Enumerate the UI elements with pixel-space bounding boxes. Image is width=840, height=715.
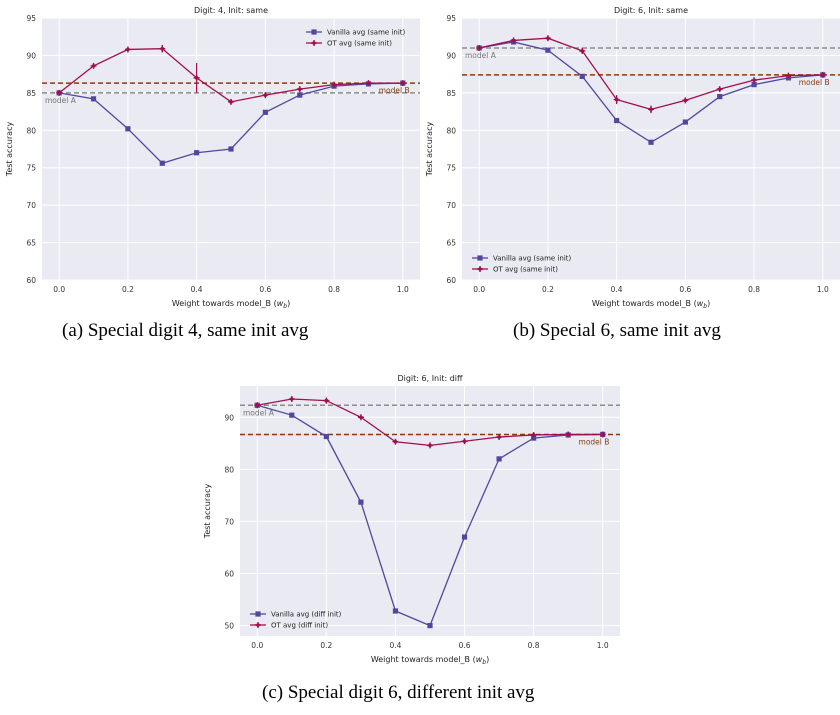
vanilla-data-point — [289, 413, 294, 418]
y-axis-label: Test accuracy — [5, 122, 14, 178]
x-tick-label: 0.4 — [611, 285, 623, 294]
y-tick-label: 50 — [224, 622, 234, 631]
x-axis-label: Weight towards model_B (wb) — [371, 655, 489, 666]
vanilla-data-point — [393, 608, 398, 613]
vanilla-data-point — [717, 94, 722, 99]
caption-a: (a) Special digit 4, same init avg — [62, 320, 308, 342]
vanilla-data-point — [648, 140, 653, 145]
vanilla-data-point — [614, 118, 619, 123]
plot-area — [462, 18, 840, 280]
x-tick-label: 0.4 — [389, 641, 401, 650]
x-tick-label: 0.6 — [259, 285, 271, 294]
vanilla-data-point — [580, 74, 585, 79]
y-tick-label: 65 — [446, 239, 456, 248]
legend-label: OT avg (same init) — [493, 266, 558, 274]
x-tick-label: 0.2 — [542, 285, 554, 294]
x-tick-label: 0.2 — [122, 285, 134, 294]
y-axis-label: Test accuracy — [203, 484, 212, 540]
y-tick-label: 80 — [446, 126, 456, 135]
x-axis-label: Weight towards model_B (wb) — [172, 299, 290, 310]
y-tick-label: 60 — [26, 276, 36, 285]
vanilla-data-point — [160, 161, 165, 166]
y-tick-label: 70 — [446, 201, 456, 210]
vanilla-data-point — [427, 623, 432, 628]
y-tick-label: 90 — [446, 51, 456, 60]
chart-title: Digit: 6, Init: diff — [397, 374, 463, 383]
x-tick-label: 0.2 — [320, 641, 332, 650]
legend-marker — [255, 611, 260, 616]
x-tick-label: 0.0 — [53, 285, 65, 294]
x-tick-label: 0.4 — [191, 285, 203, 294]
x-tick-label: 0.6 — [459, 641, 471, 650]
model-a-label: model A — [465, 51, 497, 60]
plot-area — [240, 386, 620, 636]
y-tick-label: 70 — [26, 201, 36, 210]
y-tick-label: 95 — [26, 14, 36, 23]
vanilla-data-point — [263, 110, 268, 115]
legend-label: Vanilla avg (same init) — [327, 29, 406, 37]
caption-b: (b) Special 6, same init avg — [513, 320, 721, 342]
vanilla-data-point — [462, 534, 467, 539]
y-tick-label: 75 — [26, 164, 36, 173]
model-b-label: model B — [379, 86, 410, 95]
vanilla-data-point — [228, 146, 233, 151]
x-tick-label: 1.0 — [817, 285, 829, 294]
legend-label: OT avg (diff init) — [271, 622, 328, 630]
x-tick-label: 0.8 — [328, 285, 340, 294]
legend-label: OT avg (same init) — [327, 40, 392, 48]
vanilla-data-point — [324, 434, 329, 439]
chart-digit6-diff-init: 0.0 0.2 0.4 0.6 0.8 1.0 50 60 70 80 90 Digit: 6, In… — [205, 370, 625, 680]
vanilla-data-point — [91, 96, 96, 101]
caption-c: (c) Special digit 6, different init avg — [262, 682, 534, 704]
y-tick-label: 85 — [26, 89, 36, 98]
vanilla-data-point — [125, 126, 130, 131]
y-tick-label: 80 — [26, 126, 36, 135]
model-b-label: model B — [579, 437, 610, 446]
legend-label: Vanilla avg (diff init) — [271, 611, 342, 619]
y-tick-label: 80 — [224, 465, 234, 474]
y-tick-label: 70 — [224, 517, 234, 526]
y-tick-label: 90 — [224, 413, 234, 422]
legend-marker — [477, 255, 482, 260]
model-a-label: model A — [243, 408, 275, 417]
y-tick-label: 85 — [446, 89, 456, 98]
x-tick-label: 0.8 — [528, 641, 540, 650]
vanilla-data-point — [297, 93, 302, 98]
y-axis-label: Test accuracy — [425, 122, 434, 178]
vanilla-data-point — [358, 500, 363, 505]
legend-label: Vanilla avg (same init) — [493, 255, 572, 263]
vanilla-data-point — [545, 48, 550, 53]
x-tick-label: 1.0 — [397, 285, 409, 294]
y-tick-label: 60 — [224, 570, 234, 579]
legend-marker — [311, 29, 316, 34]
vanilla-data-point — [194, 150, 199, 155]
model-a-label: model A — [45, 96, 77, 105]
x-tick-label: 0.0 — [473, 285, 485, 294]
x-tick-label: 0.6 — [679, 285, 691, 294]
y-tick-label: 60 — [446, 276, 456, 285]
y-tick-label: 75 — [446, 164, 456, 173]
chart-title: Digit: 4, Init: same — [194, 6, 268, 15]
x-tick-label: 0.8 — [748, 285, 760, 294]
y-tick-label: 90 — [26, 51, 36, 60]
y-tick-label: 65 — [26, 239, 36, 248]
chart-digit6-same-init: 0.0 0.2 0.4 0.6 0.8 1.0 60 65 70 75 80 85 90 95 Digit:… — [420, 0, 840, 310]
chart-title: Digit: 6, Init: same — [614, 6, 688, 15]
x-axis-label: Weight towards model_B (wb) — [592, 299, 710, 310]
chart-digit4-same-init: 0.0 0.2 0.4 0.6 0.8 1.0 60 65 70 75 80 85 90 95 Digit:… — [0, 0, 420, 310]
x-tick-label: 1.0 — [597, 641, 609, 650]
model-b-label: model B — [799, 78, 830, 87]
y-tick-label: 95 — [446, 14, 456, 23]
x-tick-label: 0.0 — [251, 641, 263, 650]
vanilla-data-point — [496, 456, 501, 461]
vanilla-data-point — [683, 119, 688, 124]
